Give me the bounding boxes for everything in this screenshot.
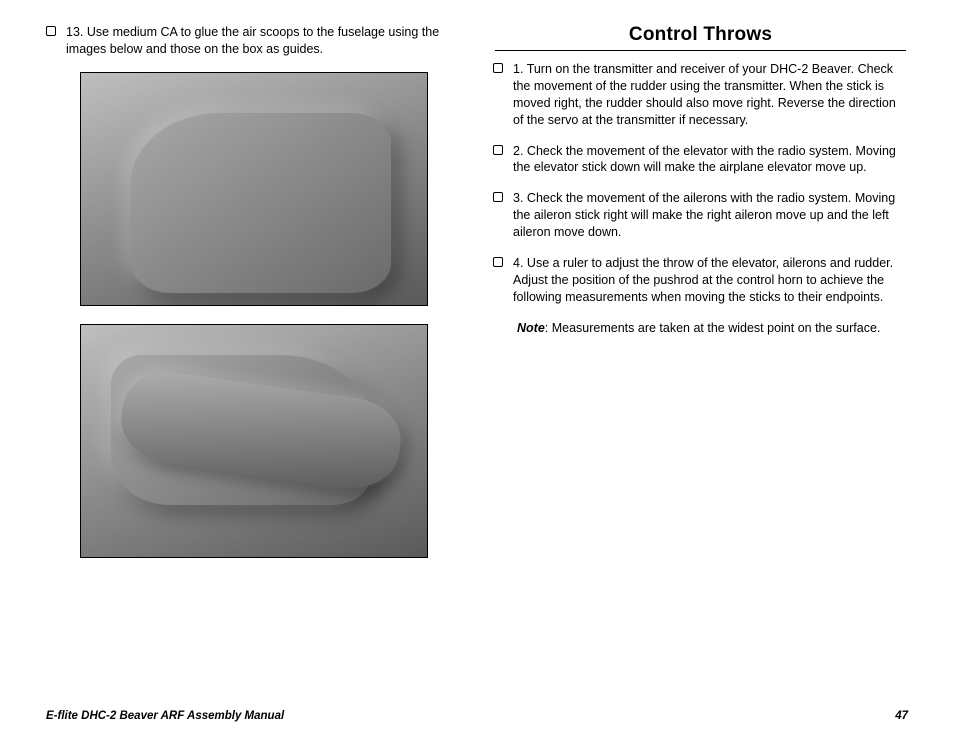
manual-page: 13. Use medium CA to glue the air scoops… [0, 0, 954, 738]
right-column: Control Throws 1. Turn on the transmitte… [493, 24, 908, 684]
step-2-text: Check the movement of the elevator with … [513, 144, 896, 175]
step-1: 1. Turn on the transmitter and receiver … [493, 61, 908, 129]
left-column: 13. Use medium CA to glue the air scoops… [46, 24, 461, 684]
two-column-layout: 13. Use medium CA to glue the air scoops… [46, 24, 908, 684]
step-2-number: 2. [513, 144, 523, 158]
step-4-body: 4. Use a ruler to adjust the throw of th… [513, 255, 908, 306]
note: Note: Measurements are taken at the wide… [517, 320, 908, 337]
step-3-body: 3. Check the movement of the ailerons wi… [513, 190, 908, 241]
step-4-text: Use a ruler to adjust the throw of the e… [513, 256, 893, 304]
checkbox-icon [493, 257, 503, 267]
checkbox-icon [493, 63, 503, 73]
step-13-number: 13. [66, 25, 83, 39]
step-4: 4. Use a ruler to adjust the throw of th… [493, 255, 908, 306]
step-3: 3. Check the movement of the ailerons wi… [493, 190, 908, 241]
fuselage-shape [131, 113, 391, 293]
step-2-body: 2. Check the movement of the elevator wi… [513, 143, 908, 177]
step-2: 2. Check the movement of the elevator wi… [493, 143, 908, 177]
step-1-body: 1. Turn on the transmitter and receiver … [513, 61, 908, 129]
step-3-number: 3. [513, 191, 523, 205]
section-title-control-throws: Control Throws [495, 24, 906, 51]
step-13: 13. Use medium CA to glue the air scoops… [46, 24, 461, 58]
figure-fuselage-front [80, 72, 428, 306]
step-3-text: Check the movement of the ailerons with … [513, 191, 895, 239]
step-4-number: 4. [513, 256, 523, 270]
checkbox-icon [493, 192, 503, 202]
step-1-number: 1. [513, 62, 523, 76]
step-1-text: Turn on the transmitter and receiver of … [513, 62, 896, 127]
note-text: : Measurements are taken at the widest p… [545, 321, 881, 335]
page-footer: E-flite DHC-2 Beaver ARF Assembly Manual… [46, 710, 908, 722]
step-13-text: Use medium CA to glue the air scoops to … [66, 25, 439, 56]
footer-page-number: 47 [895, 710, 908, 722]
figure-fuselage-rear [80, 324, 428, 558]
checkbox-icon [46, 26, 56, 36]
step-13-body: 13. Use medium CA to glue the air scoops… [66, 24, 461, 58]
footer-manual-title: E-flite DHC-2 Beaver ARF Assembly Manual [46, 710, 284, 722]
checkbox-icon [493, 145, 503, 155]
note-label: Note [517, 321, 545, 335]
